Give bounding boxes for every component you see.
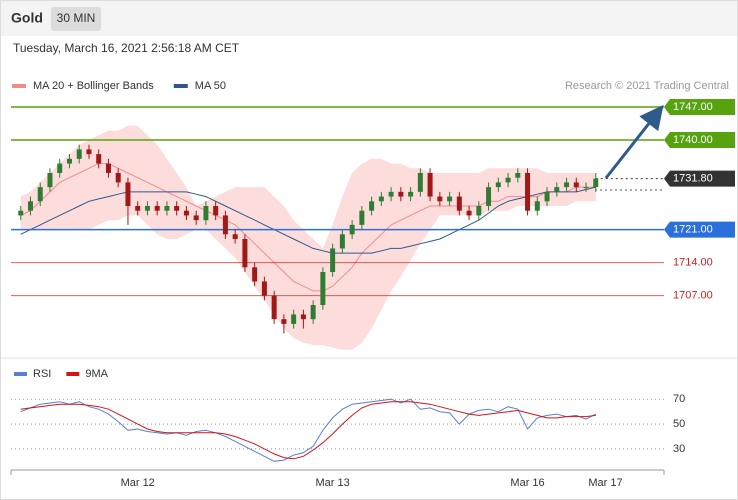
interval-label[interactable]: 30 MIN: [57, 11, 96, 25]
price-tag: [664, 131, 735, 148]
candle-body: [320, 272, 326, 306]
candle-body: [66, 158, 72, 164]
legend-swatch: [66, 372, 80, 376]
candle-body: [252, 267, 258, 282]
legend-swatch: [173, 84, 188, 88]
price-label: 1714.00: [673, 256, 713, 268]
candle-body: [515, 172, 521, 178]
interval-badge[interactable]: [51, 7, 101, 31]
candle-body: [398, 191, 404, 197]
attribution: Research © 2021 Trading Central: [565, 80, 729, 92]
candle-body: [476, 205, 482, 216]
candle-body: [417, 172, 423, 192]
candle-body: [105, 163, 111, 173]
price-tag: [664, 98, 735, 115]
candle-body: [310, 305, 316, 320]
candle-body: [583, 187, 589, 189]
candle-body: [427, 172, 433, 197]
legend-label: MA 20 + Bollinger Bands: [33, 80, 154, 92]
candle-body: [554, 187, 560, 192]
candle-body: [125, 182, 131, 206]
candle-body: [339, 234, 345, 249]
candle-body: [456, 196, 462, 211]
candle-body: [369, 201, 375, 211]
candle-body: [193, 215, 199, 221]
candle-body: [57, 163, 63, 173]
ma-line: [20, 186, 596, 254]
candle-body: [525, 172, 531, 211]
price-label: 1731.80: [673, 173, 713, 185]
candle-body: [359, 210, 365, 225]
candle-body: [378, 196, 384, 202]
candle-body: [232, 234, 238, 240]
candle-body: [86, 149, 92, 155]
candle-body: [144, 205, 150, 211]
x-tick-label: Mar 17: [588, 477, 622, 489]
indicator-line: [20, 401, 596, 460]
x-tick-label: Mar 13: [316, 477, 350, 489]
legend-swatch: [12, 84, 26, 88]
candle-body: [388, 191, 394, 197]
candle-body: [408, 191, 414, 197]
price-label: 1740.00: [673, 134, 713, 146]
bollinger-band: [20, 125, 596, 350]
candle-body: [564, 182, 570, 188]
candle-body: [534, 201, 540, 211]
candle-body: [466, 210, 472, 216]
price-tag: [664, 170, 735, 187]
candle-body: [330, 248, 336, 273]
candle-body: [242, 239, 248, 268]
indicator-line: [20, 398, 597, 462]
y-tick-label: 30: [673, 443, 685, 455]
candle-body: [261, 281, 267, 296]
candle-body: [27, 201, 33, 211]
candle-body: [96, 154, 102, 164]
plot: 1747.00 1740.00 1731.80 1721.00 1714.00 1707.…: [11, 80, 735, 489]
candle-body: [437, 196, 443, 202]
legend-swatch: [14, 372, 27, 376]
price-label: 1747.00: [673, 101, 713, 113]
candle-body: [203, 205, 209, 221]
candle-body: [271, 295, 277, 320]
candle-body: [18, 210, 24, 216]
candle-body: [300, 314, 306, 320]
candle-body: [349, 224, 355, 235]
candle-body: [213, 205, 219, 216]
candle-body: [183, 210, 189, 216]
legend-label: MA 50: [195, 80, 226, 92]
legend-label: 9MA: [85, 368, 108, 380]
candle-body: [544, 191, 550, 202]
price-tag: [664, 221, 735, 238]
legend-label: RSI: [33, 368, 51, 380]
projection-arrow: [604, 104, 664, 179]
x-tick-label: Mar 12: [121, 477, 155, 489]
candle-body: [593, 178, 599, 188]
y-tick-label: 70: [673, 393, 685, 405]
candle-body: [164, 205, 170, 211]
candle-body: [174, 205, 180, 211]
candle-body: [222, 215, 228, 235]
header-bar: [1, 1, 737, 36]
timestamp: Tuesday, March 16, 2021 2:56:18 AM CET: [13, 41, 240, 55]
candle-body: [154, 205, 160, 211]
candle-body: [47, 172, 53, 188]
instrument-title: Gold: [11, 10, 43, 26]
price-label: 1721.00: [673, 223, 713, 235]
candle-body: [115, 172, 121, 183]
ma-line: [20, 163, 596, 292]
candle-body: [135, 205, 141, 211]
price-label: 1707.00: [673, 289, 713, 301]
candle-body: [291, 314, 297, 324]
candle-body: [281, 319, 287, 324]
candle-body: [486, 187, 492, 206]
candle-body: [573, 182, 579, 188]
x-tick-label: Mar 16: [510, 477, 544, 489]
y-tick-label: 50: [673, 418, 685, 430]
candle-body: [447, 196, 453, 202]
candle-body: [37, 187, 43, 202]
candle-body: [505, 177, 511, 183]
candle-body: [495, 182, 501, 188]
candle-body: [76, 149, 82, 159]
